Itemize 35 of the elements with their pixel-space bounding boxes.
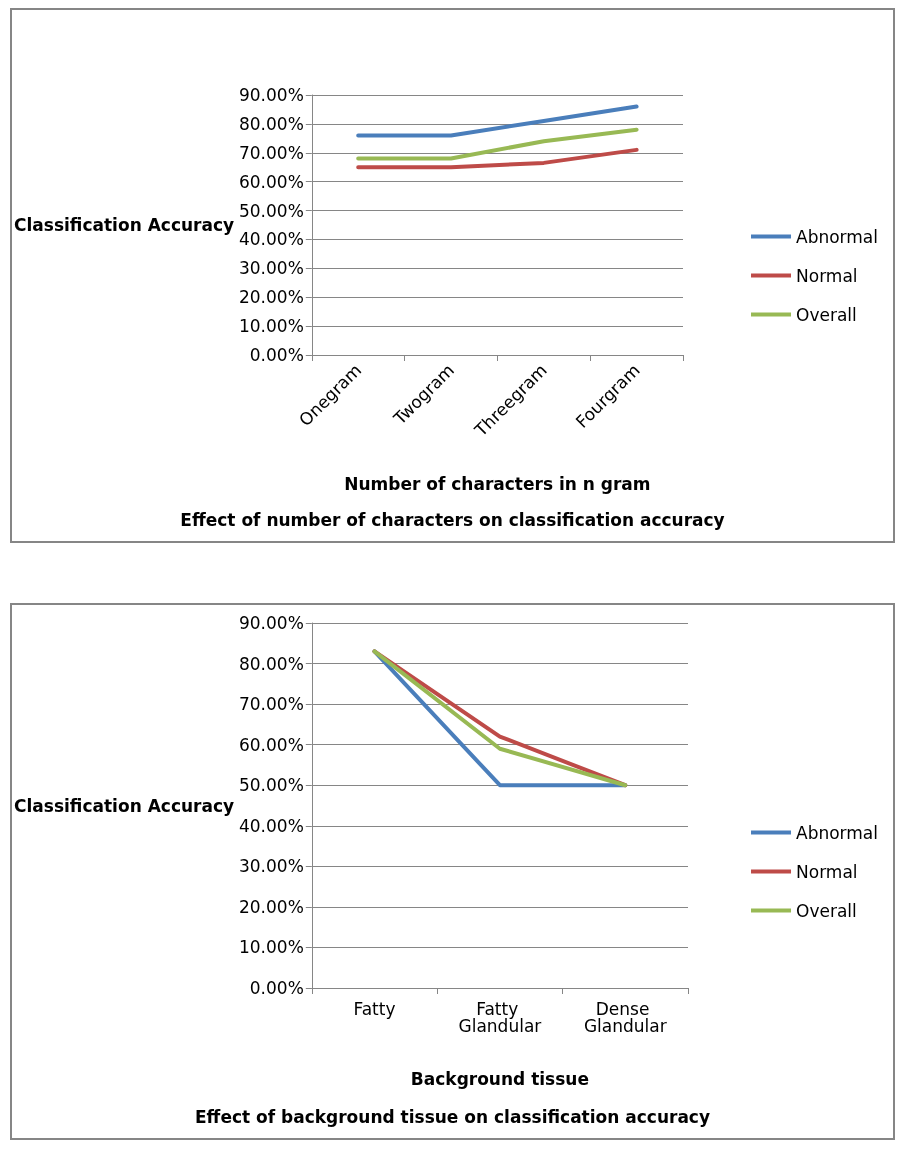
y-tick-label: 40.00% (238, 815, 304, 836)
y-tick-label: 90.00% (238, 85, 304, 105)
y-axis-title: Classification Accuracy (14, 215, 235, 235)
y-tick-label: 70.00% (238, 694, 304, 715)
x-tick-label: Fatty Glandular (458, 998, 542, 1036)
x-axis-title: Background tissue (410, 1068, 589, 1089)
y-tick-label: 60.00% (238, 734, 304, 755)
legend-label: Abnormal (796, 822, 879, 843)
y-tick-label: 80.00% (238, 113, 304, 134)
x-tick-label: Fatty (353, 998, 396, 1019)
legend-label: Normal (796, 265, 858, 286)
y-tick-label: 30.00% (238, 856, 304, 877)
legend-label: Overall (796, 304, 857, 325)
y-tick-label: 50.00% (238, 775, 304, 796)
x-axis-title: Number of characters in n gram (344, 473, 651, 494)
legend-label: Abnormal (796, 226, 879, 247)
y-tick-label: 90.00% (238, 613, 304, 633)
text: Effect of number of characters on classification accuracy (180, 509, 725, 530)
y-tick-label: 20.00% (238, 287, 304, 308)
y-tick-label: 0.00% (249, 978, 304, 998)
y-tick-label: 20.00% (238, 896, 304, 917)
y-tick-label: 10.00% (238, 937, 304, 958)
y-axis-title: Classification Accuracy (14, 795, 235, 816)
y-tick-label: 50.00% (238, 200, 304, 221)
legend-label: Normal (796, 861, 858, 882)
text: Effect of background tissue on classification accuracy (194, 1106, 711, 1127)
y-tick-label: 60.00% (238, 171, 304, 192)
y-tick-label: 10.00% (238, 316, 304, 337)
y-tick-label: 40.00% (238, 229, 304, 250)
y-tick-label: 80.00% (238, 653, 304, 674)
y-tick-label: 70.00% (238, 142, 304, 163)
y-tick-label: 30.00% (238, 258, 304, 279)
x-tick-label: Dense Glandular (583, 998, 667, 1036)
y-tick-label: 0.00% (249, 345, 304, 365)
legend-label: Overall (796, 900, 857, 921)
